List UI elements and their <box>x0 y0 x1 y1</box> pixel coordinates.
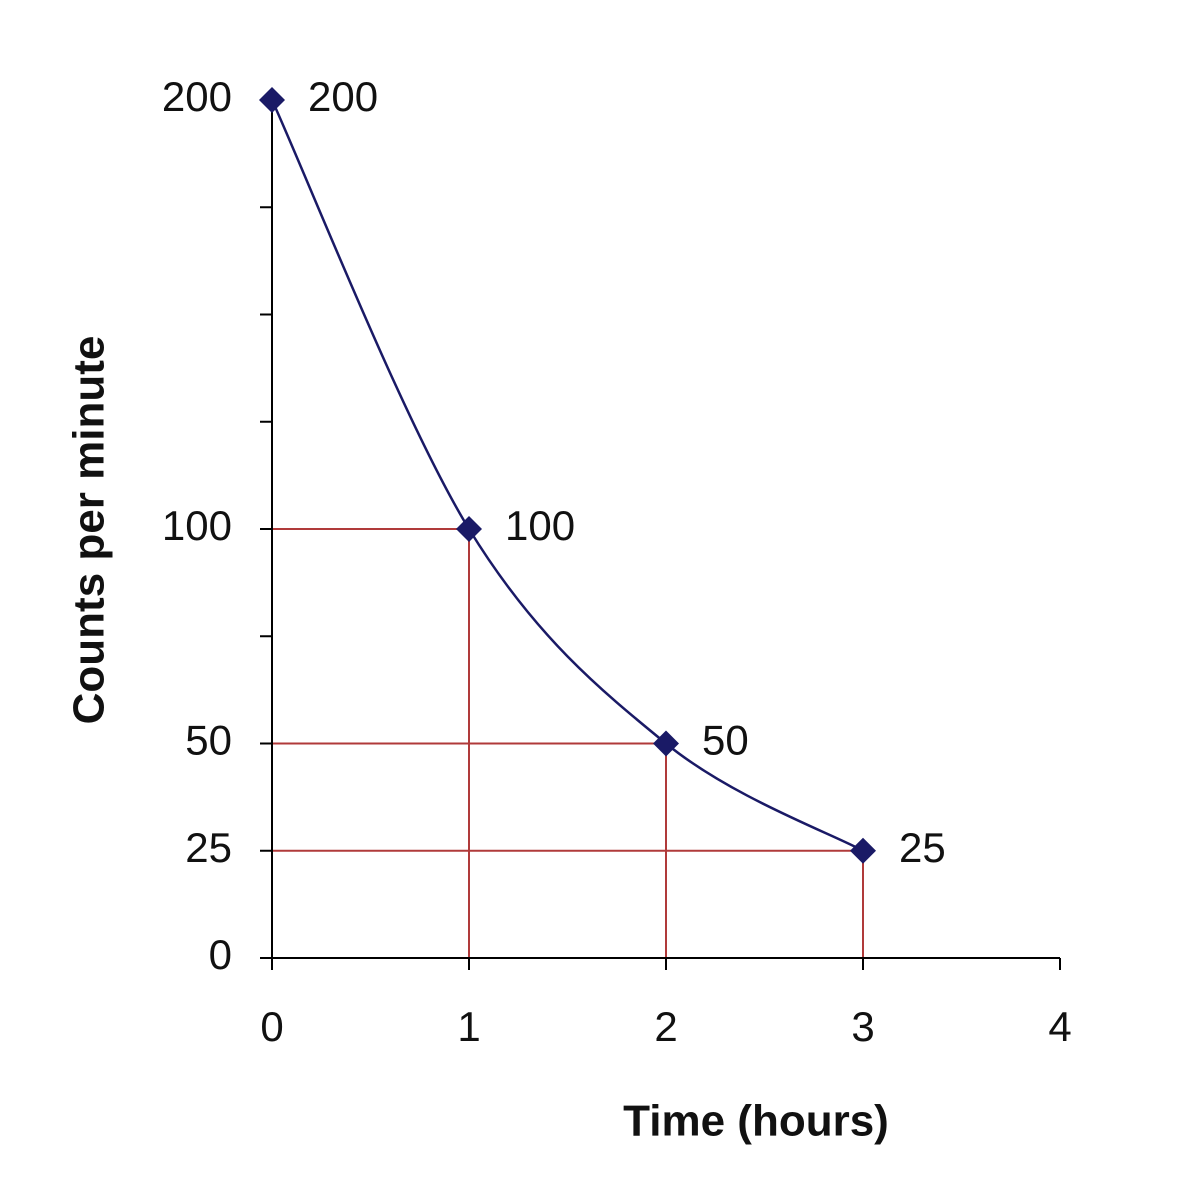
line <box>270 99 864 852</box>
marker <box>850 837 876 864</box>
y-tick-label: 200 <box>162 73 232 120</box>
marker <box>653 730 679 757</box>
data-label: 100 <box>505 502 575 549</box>
x-axis-title: Time (hours) <box>623 1097 889 1146</box>
data-label: 50 <box>702 717 749 764</box>
data-label: 25 <box>899 824 946 871</box>
y-tick-label: 50 <box>185 717 232 764</box>
y-axis-title: Counts per minute <box>65 336 114 725</box>
x-tick-label: 4 <box>1048 1003 1071 1050</box>
marker <box>259 87 285 113</box>
y-tick-label: 100 <box>162 502 232 549</box>
x-tick-label: 2 <box>654 1003 677 1050</box>
data-label: 200 <box>308 73 378 120</box>
y-tick-label: 0 <box>209 931 232 978</box>
marker <box>456 516 482 542</box>
y-tick-label: 25 <box>185 824 232 871</box>
x-tick-label: 3 <box>851 1003 874 1050</box>
x-tick-label: 1 <box>457 1003 480 1050</box>
x-tick-label: 0 <box>260 1003 283 1050</box>
